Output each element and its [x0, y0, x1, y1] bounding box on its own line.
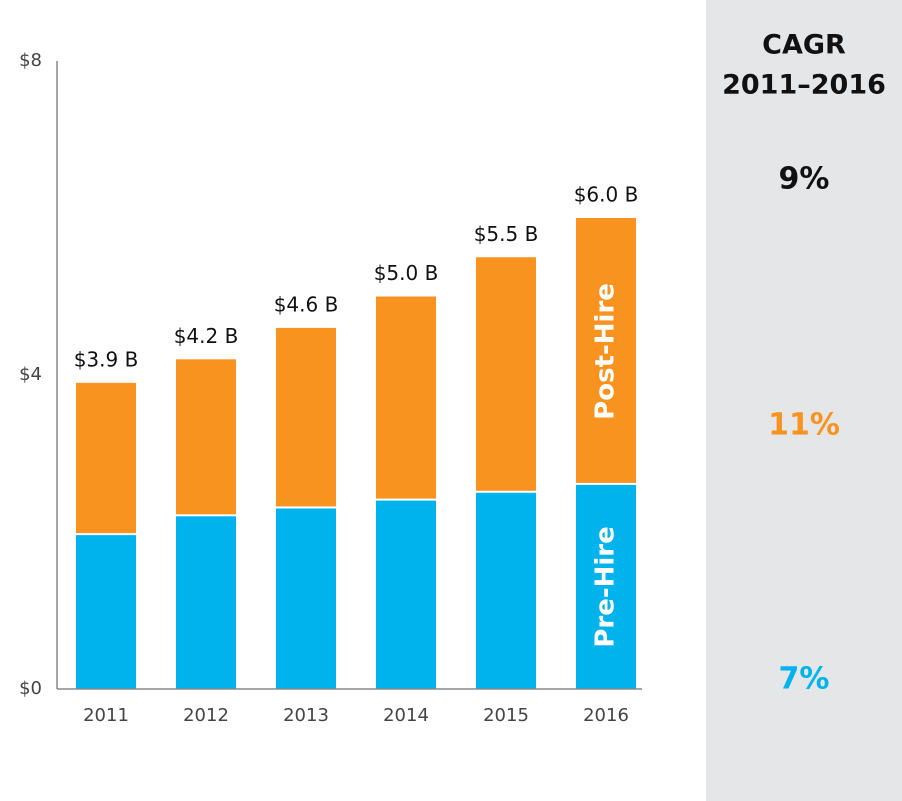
bar-segment	[276, 327, 336, 507]
bar-segment	[76, 535, 136, 689]
x-tick-label: 2011	[83, 705, 129, 726]
cagr-post: 11%	[768, 408, 840, 443]
y-tick-label: $4	[19, 364, 42, 385]
total-label: $3.9 B	[74, 347, 139, 371]
bar-segment	[576, 484, 636, 689]
x-tick-label: 2012	[183, 705, 229, 726]
bar-segment	[276, 508, 336, 689]
bar-segment	[376, 500, 436, 689]
bar-segment	[376, 296, 436, 499]
y-tick-label: $0	[19, 678, 42, 699]
cagr-title: 2011–2016	[722, 70, 886, 101]
cagr-pre: 7%	[779, 662, 830, 697]
total-label: $5.0 B	[374, 261, 439, 285]
y-tick-label: $8	[19, 50, 42, 71]
cagr-title: CAGR	[762, 30, 846, 61]
cagr-total: 9%	[779, 162, 830, 197]
bar-segment	[176, 359, 236, 515]
series-name: Pre-Hire	[591, 526, 621, 647]
total-label: $6.0 B	[574, 183, 639, 207]
total-label: $4.2 B	[174, 324, 239, 348]
x-tick-label: 2014	[383, 705, 429, 726]
bar-segment	[476, 492, 536, 689]
bar-segment	[176, 516, 236, 689]
total-label: $5.5 B	[474, 222, 539, 246]
bar-segment	[76, 382, 136, 534]
x-tick-label: 2016	[583, 705, 629, 726]
x-tick-label: 2015	[483, 705, 529, 726]
cagr-panel	[706, 0, 902, 801]
total-label: $4.6 B	[274, 292, 339, 316]
bar-segment	[576, 218, 636, 483]
series-name: Post-Hire	[591, 283, 621, 420]
bar-segment	[476, 257, 536, 491]
x-tick-label: 2013	[283, 705, 329, 726]
